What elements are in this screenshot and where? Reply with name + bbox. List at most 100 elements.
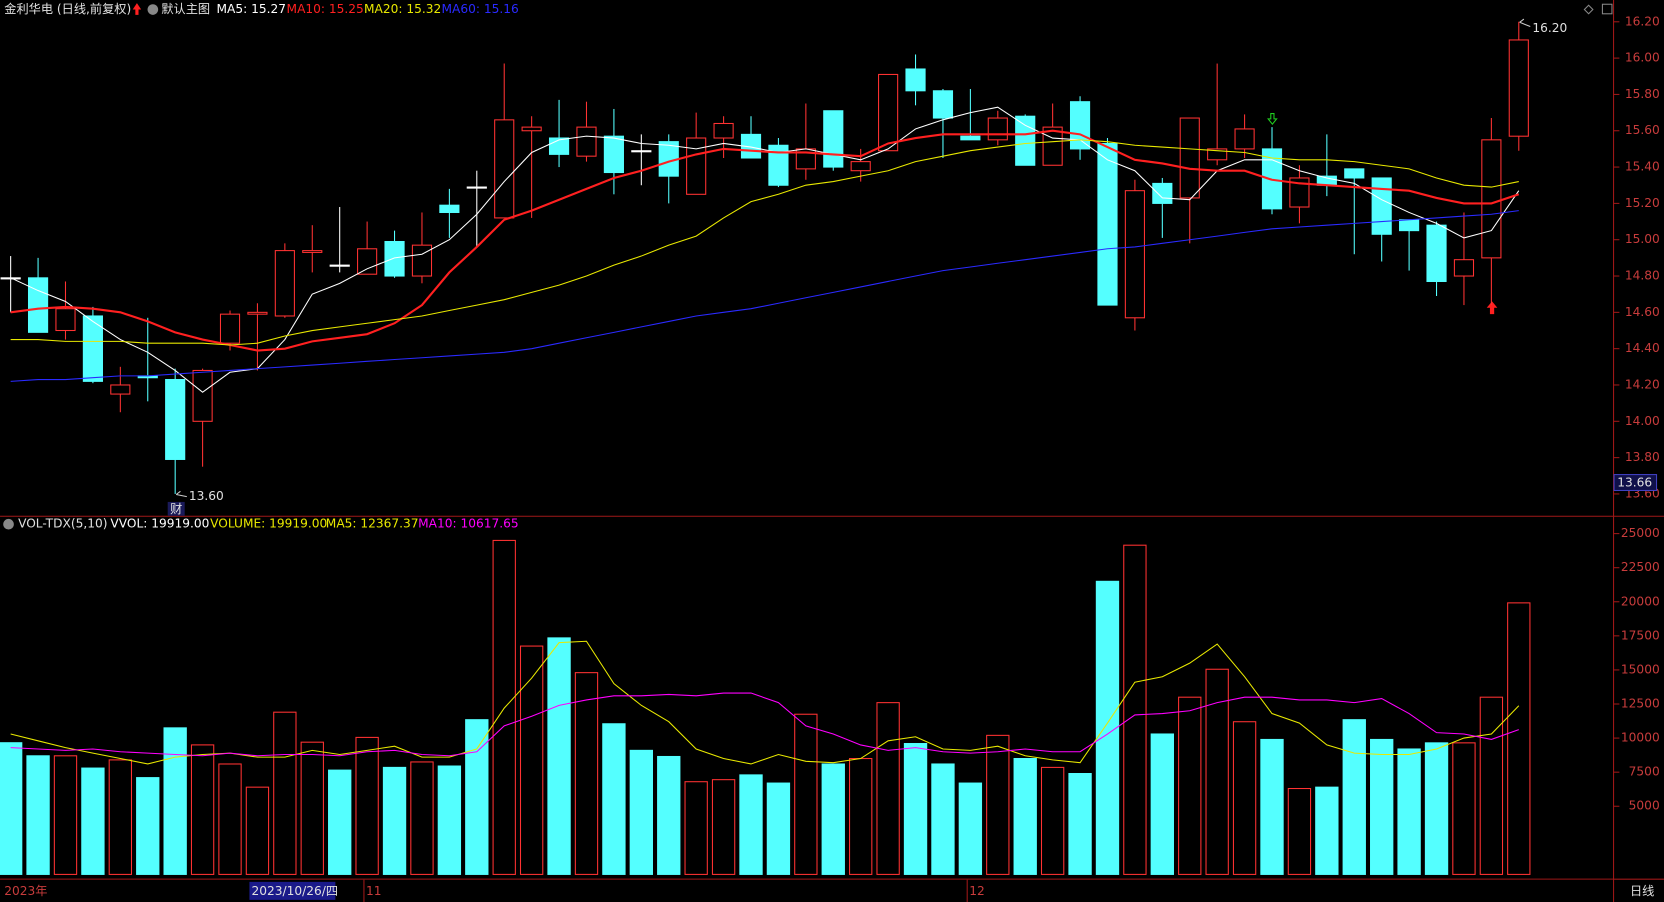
y-tick-label: 14.80 [1625, 269, 1660, 283]
volume-bar [629, 749, 654, 875]
volume-bar [1452, 742, 1476, 875]
volume-bar [821, 763, 845, 875]
arrow-icon [132, 3, 142, 15]
candle-body [82, 315, 103, 382]
volume-bar [1315, 786, 1339, 875]
year-label: 2023年 [4, 884, 47, 898]
ma-line [10, 129, 1520, 352]
annotation[interactable]: 财 [170, 502, 182, 516]
candle-body [247, 311, 268, 315]
volume-bar [382, 766, 407, 875]
cursor-date-box [249, 881, 336, 900]
volume-title: VOL-TDX(5,10) [18, 517, 107, 531]
volume-bar [218, 763, 242, 875]
annotation: 13.60 [189, 489, 224, 503]
y-tick-label: 13.80 [1625, 450, 1660, 464]
candle-body [905, 68, 926, 92]
volume-bar [465, 719, 489, 875]
candle-body [932, 90, 954, 119]
menu-icon[interactable] [3, 518, 14, 530]
x-tick-label: 12 [969, 884, 985, 898]
y-tick-label: 22500 [1621, 560, 1660, 574]
volume-bar [163, 727, 187, 875]
volume-bar [519, 645, 544, 875]
y-tick-label: 7500 [1629, 765, 1660, 779]
y-tick-label: 15.60 [1625, 123, 1660, 137]
toolbar-icon[interactable] [1601, 3, 1613, 15]
toolbar-icon[interactable] [1583, 4, 1594, 15]
volume-bar [1287, 787, 1312, 875]
ma-line [10, 692, 1519, 757]
y-tick-label: 16.00 [1625, 51, 1660, 65]
candle-body [494, 119, 515, 219]
candle-body [1152, 182, 1173, 204]
candle-body [1234, 128, 1255, 150]
candle-body [1344, 168, 1365, 179]
candle-body [192, 369, 213, 422]
volume-bar [1479, 696, 1504, 875]
candle-body [576, 126, 597, 157]
annotation: 16.20 [1532, 21, 1567, 35]
candle-body [411, 244, 433, 277]
candle-body [384, 240, 405, 277]
candle-body [631, 150, 652, 153]
volume-bar [657, 755, 681, 875]
volume-bar [1123, 544, 1147, 875]
volume-bar [903, 743, 928, 875]
volume-bar [876, 702, 900, 875]
signal-arrow [1486, 301, 1498, 315]
candle-body [110, 384, 131, 395]
y-tick-label: 14.20 [1625, 377, 1660, 391]
main-label[interactable]: 默认主图 [161, 1, 210, 16]
candle-body [357, 248, 378, 275]
volume-bar [190, 744, 215, 875]
y-tick-label: 15.00 [1625, 232, 1660, 246]
volume-bar [1178, 696, 1202, 875]
candle-body [548, 137, 570, 155]
y-tick-label: 20000 [1621, 594, 1660, 608]
y-tick-label: 15000 [1621, 662, 1660, 676]
candle-body [165, 379, 186, 460]
ma-line [10, 640, 1520, 765]
y-tick-label: 15.40 [1625, 160, 1660, 174]
candle-body [1399, 219, 1420, 232]
volume-bar [410, 761, 434, 875]
y-tick-label: 25000 [1621, 526, 1660, 540]
period-label[interactable]: 日线 [1630, 884, 1654, 898]
legend-ma5: MA5: 15.27 [217, 2, 286, 16]
legend-ma20: MA20: 15.32 [364, 2, 441, 16]
y-tick-label: 17500 [1621, 628, 1660, 642]
volume-bar [931, 763, 955, 875]
plot: 13.60 13.80 14.00 14.20 14.40 14.60 14.80 15.00… [0, 14, 1660, 902]
y-tick-label: 12500 [1621, 697, 1660, 711]
cursor-date: 2023/10/26/四 [252, 884, 339, 898]
candle-body [302, 250, 323, 253]
candle-body [1179, 117, 1200, 199]
volume-bar [1150, 733, 1174, 875]
annotation-box[interactable] [167, 501, 185, 516]
volume-bar [1424, 742, 1449, 875]
legend-ma60: MA60: 15.16 [441, 2, 518, 16]
volume-bar [986, 734, 1010, 875]
y-tick-label: 16.20 [1625, 14, 1660, 28]
volume-bar [1205, 668, 1229, 875]
volume-bar [849, 758, 873, 875]
x-tick-label: 11 [366, 884, 382, 898]
annotation-arrow [1519, 18, 1531, 28]
candle-body [1124, 190, 1145, 319]
cursor-price: 13.66 [1617, 476, 1652, 490]
candle-body [27, 277, 49, 333]
volume-bar [547, 637, 571, 875]
volume-bar [328, 769, 352, 875]
volume-bar [1260, 738, 1284, 875]
volume-bar [1068, 773, 1092, 875]
volume-bar [1342, 719, 1366, 875]
candle-body [987, 117, 1008, 141]
menu-icon[interactable] [147, 4, 159, 15]
volume-bar [81, 767, 105, 875]
volume-bar [136, 777, 160, 875]
volume-bar [684, 781, 708, 875]
candle-body [960, 135, 981, 141]
volume-bar [1095, 580, 1120, 875]
